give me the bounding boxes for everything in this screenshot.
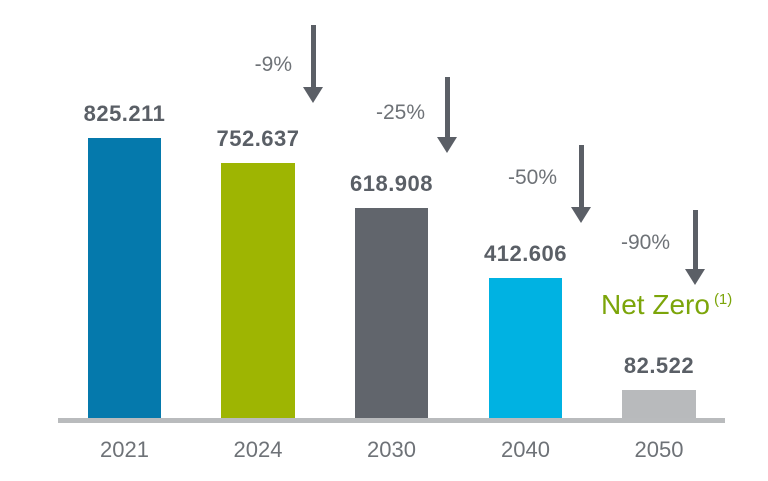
net-zero-label: Net Zero (1) (601, 289, 732, 321)
net-zero-footnote-superscript: (1) (713, 290, 733, 308)
bar-group-2021: 825.211 (84, 101, 165, 418)
bar-2040 (489, 278, 562, 418)
bar-2021 (88, 138, 161, 418)
bar-2050 (622, 390, 696, 418)
x-axis-tick-label: 2021 (100, 437, 149, 462)
reduction-percent-label: -25% (375, 101, 425, 124)
bar-value-label: 412.606 (483, 241, 568, 266)
bar-group-2030: 618.908 (350, 171, 433, 418)
x-axis-tick-label: 2030 (367, 437, 416, 462)
arrow-down-icon (303, 25, 323, 103)
arrow-down-icon (685, 210, 705, 285)
x-axis-tick-label: 2024 (233, 437, 283, 462)
bar-2024 (221, 163, 295, 418)
bar-group-2040: 412.606 (484, 241, 567, 418)
bar-value-label: 618.908 (349, 171, 434, 196)
net-zero-text: Net Zero (601, 289, 710, 320)
bar-group-2024: 752.637 (216, 126, 299, 418)
reduction-percent-label: -50% (507, 166, 557, 189)
bar-group-2050: 82.522 (622, 353, 696, 418)
bar-2030 (355, 208, 428, 418)
bar-value-label: 82.522 (623, 353, 695, 378)
x-axis-baseline (58, 418, 725, 423)
bar-value-label: 825.211 (83, 101, 166, 126)
bar-value-label: 752.637 (216, 126, 300, 151)
arrow-down-icon (437, 77, 457, 153)
x-axis-tick-label: 2050 (634, 437, 684, 462)
arrow-down-icon (571, 145, 591, 223)
x-axis-tick-label: 2040 (501, 437, 550, 462)
reduction-percent-label: -9% (254, 53, 292, 76)
reduction-percent-label: -90% (620, 231, 670, 254)
